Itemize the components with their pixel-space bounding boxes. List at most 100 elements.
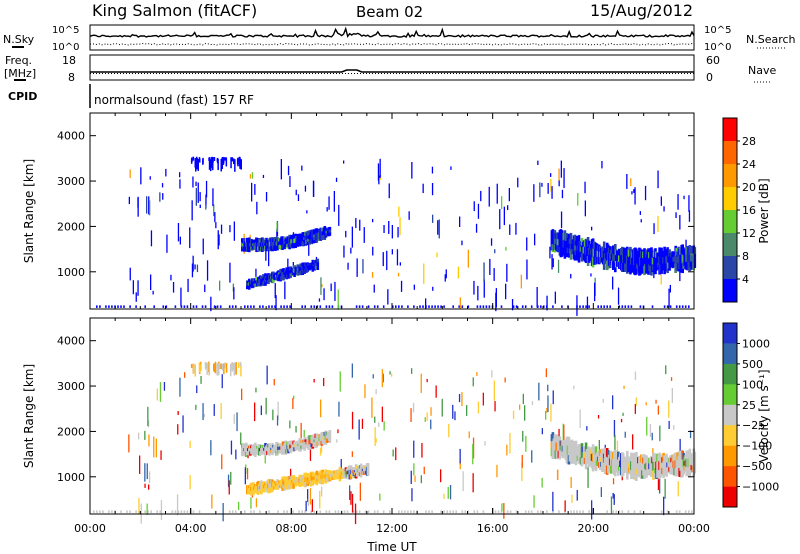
echo-cell: [320, 441, 323, 453]
echo-cell: [328, 510, 331, 513]
echo-cell: [653, 470, 656, 479]
echo-cell: [397, 227, 399, 238]
echo-cell: [603, 305, 605, 308]
echo-cell: [574, 456, 578, 466]
echo-cell: [179, 236, 181, 245]
echo-cell: [412, 402, 415, 413]
echo-cell: [228, 305, 231, 308]
echo-cell: [316, 265, 320, 270]
echo-cell: [508, 188, 510, 202]
echo-cell: [504, 377, 506, 383]
echo-cell: [546, 295, 548, 311]
echo-cell: [315, 480, 319, 486]
echo-cell: [677, 481, 679, 497]
echo-cell: [311, 499, 313, 512]
echo-cell: [397, 272, 400, 277]
echo-cell: [325, 510, 328, 513]
echo-cell: [552, 390, 554, 405]
echo-cell: [196, 264, 199, 273]
echo-cell: [289, 305, 291, 308]
echo-cell: [570, 273, 572, 279]
echo-cell: [489, 258, 491, 275]
echo-cell: [250, 305, 252, 308]
echo-cell: [449, 485, 452, 500]
echo-cell: [632, 434, 634, 450]
echo-cell: [315, 256, 318, 262]
echo-cell: [326, 470, 330, 475]
echo-cell: [395, 447, 397, 461]
echo-cell: [665, 365, 667, 375]
echo-cell: [398, 510, 400, 513]
echo-cell: [383, 421, 385, 431]
echo-cell: [651, 432, 653, 441]
echo-cell: [491, 370, 493, 378]
echo-cell: [621, 510, 624, 513]
colorbar-tick-label: −100: [742, 440, 772, 453]
echo-cell: [249, 174, 252, 179]
echo-cell: [306, 481, 309, 487]
echo-cell: [614, 244, 617, 254]
echo-cell: [359, 482, 361, 501]
echo-cell: [383, 225, 385, 233]
echo-cell: [265, 192, 268, 202]
echo-cell: [326, 207, 328, 212]
y-tick-label: 1000: [57, 266, 85, 279]
echo-cell: [551, 432, 555, 442]
nsearch-tick-top: 10^5: [704, 25, 731, 36]
echo-cell: [459, 448, 461, 464]
echo-cell: [435, 385, 437, 398]
echo-cell: [645, 470, 648, 478]
colorbar-tick-label: −500: [742, 460, 772, 473]
colorbar-swatch: [723, 486, 737, 508]
echo-cell: [690, 261, 694, 270]
echo-cell: [301, 165, 303, 171]
nsky-panel: N.Sky 10^5 10^0 N.Search 10^5 10^0: [3, 24, 796, 53]
echo-cell: [177, 411, 179, 415]
echo-cell: [505, 283, 507, 300]
power-ylabel: Slant Range [km]: [22, 159, 36, 263]
echo-cell: [440, 305, 442, 308]
echo-cell: [117, 305, 119, 308]
echo-cell: [506, 510, 509, 513]
colorbar-swatch: [723, 256, 737, 280]
echo-cell: [148, 434, 150, 447]
echo-cell: [476, 372, 478, 376]
echo-cell: [639, 305, 642, 308]
echo-cell: [454, 411, 456, 421]
echo-cell: [240, 159, 242, 170]
echo-cell: [231, 510, 234, 513]
echo-cell: [310, 510, 313, 513]
echo-cell: [129, 267, 131, 281]
echo-cell: [210, 440, 212, 456]
echo-cell: [195, 404, 197, 410]
echo-cell: [668, 288, 670, 308]
echo-cell: [467, 510, 470, 513]
echo-cell: [340, 459, 342, 470]
echo-cell: [292, 475, 295, 480]
echo-cell: [255, 498, 258, 508]
echo-cell: [399, 217, 401, 236]
echo-cell: [260, 405, 262, 416]
echo-cell: [633, 189, 635, 193]
echo-cell: [96, 510, 98, 513]
echo-cell: [204, 305, 207, 308]
echo-cell: [336, 439, 338, 443]
echo-cell: [194, 364, 196, 377]
echo-cell: [424, 417, 426, 422]
echo-cell: [515, 510, 518, 513]
echo-cell: [241, 246, 244, 252]
echo-cell: [303, 445, 306, 451]
echo-cell: [545, 368, 547, 378]
echo-cell: [490, 238, 493, 246]
echo-cell: [289, 176, 291, 187]
echo-cell: [295, 426, 297, 433]
echo-cell: [108, 510, 110, 513]
echo-cell: [283, 510, 285, 513]
echo-cell: [262, 274, 265, 279]
echo-cell: [281, 476, 284, 482]
echo-cell: [496, 183, 498, 204]
echo-cell: [462, 471, 464, 492]
echo-cell: [600, 305, 602, 308]
echo-cell: [547, 384, 549, 392]
echo-cell: [199, 204, 201, 208]
